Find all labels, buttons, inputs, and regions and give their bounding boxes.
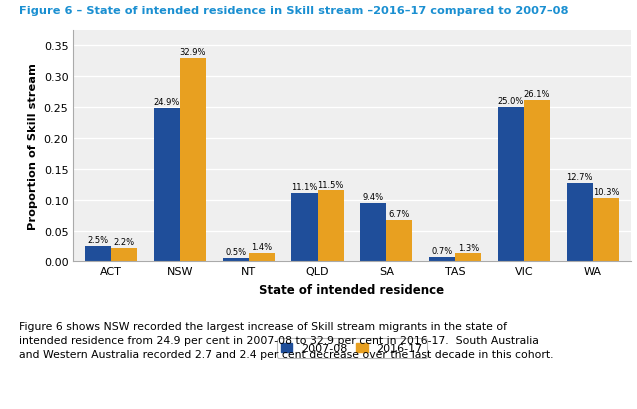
Bar <box>154 108 180 262</box>
Text: 10.3%: 10.3% <box>592 187 619 196</box>
Bar <box>248 253 275 262</box>
Text: 2.2%: 2.2% <box>113 237 135 246</box>
Text: Figure 6 shows NSW recorded the largest increase of Skill stream migrants in the: Figure 6 shows NSW recorded the largest … <box>19 321 554 359</box>
Text: 1.4%: 1.4% <box>251 242 273 251</box>
Text: 12.7%: 12.7% <box>566 173 593 182</box>
Text: Figure 6 – State of intended residence in Skill stream –2016–17 compared to 2007: Figure 6 – State of intended residence i… <box>19 6 569 16</box>
X-axis label: State of intended residence: State of intended residence <box>259 283 445 297</box>
Text: 1.3%: 1.3% <box>457 243 479 252</box>
Legend: 2007-08, 2016-17: 2007-08, 2016-17 <box>276 339 427 358</box>
Bar <box>524 101 550 262</box>
Bar <box>360 204 387 262</box>
Text: 32.9%: 32.9% <box>180 48 206 57</box>
Bar <box>180 59 206 262</box>
Text: 24.9%: 24.9% <box>154 97 180 106</box>
Text: 25.0%: 25.0% <box>497 97 524 106</box>
Text: 9.4%: 9.4% <box>362 193 384 202</box>
Bar <box>455 254 482 262</box>
Text: 11.1%: 11.1% <box>291 182 318 191</box>
Text: 2.5%: 2.5% <box>87 236 108 245</box>
Bar <box>85 246 111 262</box>
Bar <box>429 257 455 262</box>
Bar <box>317 191 344 262</box>
Text: 0.5%: 0.5% <box>225 248 247 257</box>
Bar <box>498 108 524 262</box>
Text: 11.5%: 11.5% <box>317 180 344 189</box>
Bar <box>567 184 593 262</box>
Text: 26.1%: 26.1% <box>524 90 550 99</box>
Bar <box>291 193 317 262</box>
Text: 0.7%: 0.7% <box>431 247 453 256</box>
Y-axis label: Proportion of Skill stream: Proportion of Skill stream <box>28 63 38 229</box>
Text: 6.7%: 6.7% <box>389 210 410 219</box>
Bar <box>222 258 248 262</box>
Bar <box>111 248 137 262</box>
Bar <box>387 220 413 262</box>
Bar <box>593 198 619 262</box>
